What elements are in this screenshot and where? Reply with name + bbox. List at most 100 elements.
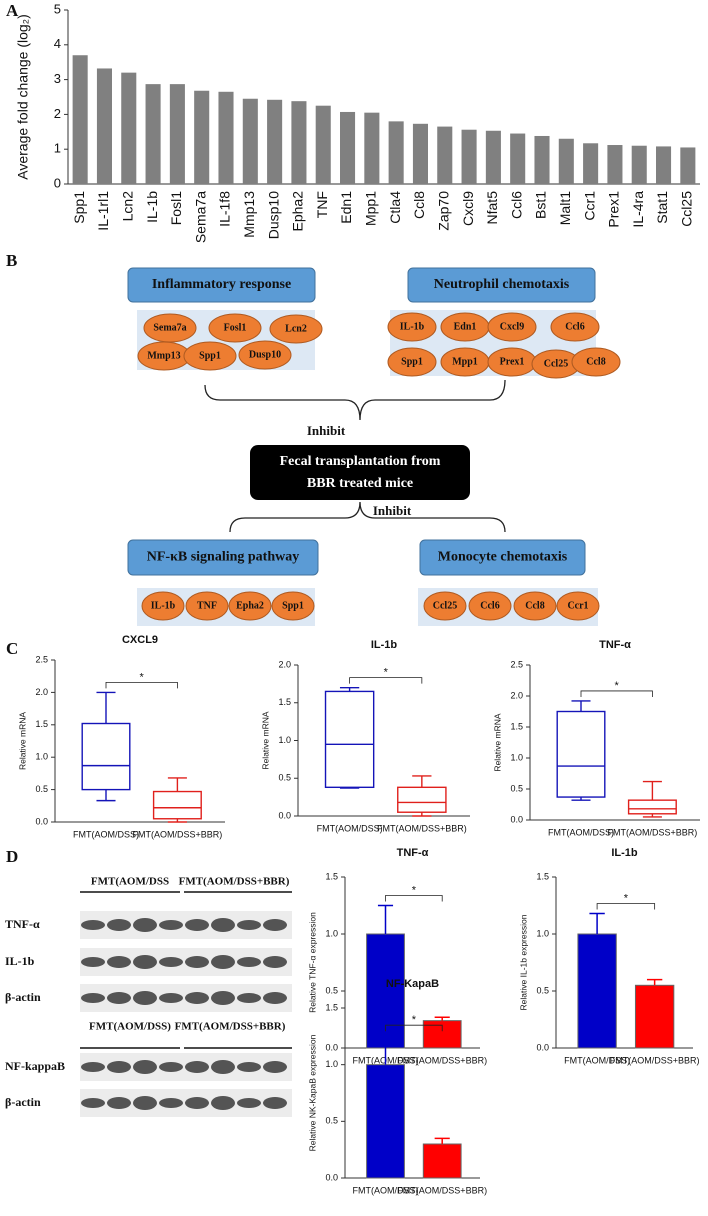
x-tick-label: FMT(AOM/DSS)	[353, 1185, 419, 1195]
gene-label: Ccl8	[525, 600, 544, 611]
panel-label: C	[6, 639, 18, 658]
blot-band	[237, 920, 261, 930]
blot-band	[159, 1062, 183, 1072]
gene-label: Spp1	[401, 356, 423, 367]
blot-band	[107, 1061, 131, 1073]
brace	[229, 501, 506, 533]
y-tick-label: 1.5	[35, 719, 48, 729]
panel-label: A	[6, 1, 19, 20]
y-tick-label: 1.0	[510, 752, 523, 762]
blot-row-label: β-actin	[5, 990, 41, 1004]
gene-label: Mmp13	[147, 350, 180, 361]
blot-band	[133, 1096, 157, 1110]
gene-node	[141, 591, 185, 621]
x-tick-label: IL-1f8	[217, 191, 233, 227]
y-tick-label: 1.5	[325, 1002, 338, 1012]
blot-band	[133, 991, 157, 1005]
blot-band	[185, 992, 209, 1004]
x-tick-label: Sema7a	[192, 191, 208, 243]
gene-label: Ccl6	[480, 600, 499, 611]
bar	[315, 105, 331, 184]
blot-band	[81, 920, 105, 930]
blot-band	[211, 991, 235, 1005]
blot-band	[185, 956, 209, 968]
bar	[412, 123, 428, 184]
y-tick-label: 5	[54, 1, 61, 16]
blot-band	[107, 919, 131, 931]
y-tick-label: 0.0	[325, 1172, 338, 1182]
blot-band	[133, 918, 157, 932]
error-bar	[377, 904, 394, 934]
gene-label: IL-1b	[151, 600, 176, 611]
blot-band	[211, 1096, 235, 1110]
significance-label: *	[140, 671, 145, 683]
y-tick-label: 2.0	[510, 690, 523, 700]
y-tick-label: 1.0	[325, 928, 338, 938]
y-axis-label: Relative mRNA	[492, 713, 502, 771]
bar	[194, 90, 210, 184]
bar	[169, 84, 185, 184]
y-axis-label: Average fold change (log₂)	[15, 14, 31, 180]
x-tick-label: Prex1	[606, 191, 622, 228]
inhibit-label: Inhibit	[307, 423, 346, 438]
blot-band	[81, 1098, 105, 1108]
x-tick-label: Zap70	[435, 191, 451, 231]
gene-label: Ccl8	[586, 356, 605, 367]
inhibit-label: Inhibit	[373, 503, 412, 518]
gene-node	[228, 591, 272, 621]
blot-header: FMT(AOM/DSS	[91, 876, 169, 888]
error-bar	[434, 1137, 450, 1144]
y-tick-label: 4	[54, 36, 61, 51]
gene-label: Dusp10	[249, 349, 281, 360]
x-tick-label: FMT(AOM/DSS+BBR)	[608, 827, 698, 837]
gene-node	[185, 591, 229, 621]
blot-header: FMT(AOM/DSS+BBR)	[175, 1021, 286, 1033]
x-tick-label: Epha2	[290, 191, 306, 232]
blot-band	[263, 956, 287, 968]
y-tick-label: 0.5	[510, 783, 523, 793]
x-tick-label: IL-1rl1	[95, 191, 111, 231]
significance-label: *	[615, 680, 620, 692]
x-tick-label: Fosl1	[168, 191, 184, 225]
x-tick-label: Ctla4	[387, 191, 403, 224]
x-tick-label: FMT(AOM/DSS+BBR)	[397, 1185, 487, 1195]
chart-title: IL-1b	[611, 847, 638, 859]
y-tick-label: 0	[54, 175, 61, 190]
x-tick-label: Ccr1	[581, 191, 597, 221]
chart-title: CXCL9	[122, 634, 158, 646]
y-tick-label: 1.5	[325, 871, 338, 881]
blot-band	[237, 957, 261, 967]
bar	[534, 135, 550, 184]
gene-label: TNF	[197, 600, 217, 611]
bar	[291, 101, 307, 184]
x-tick-label: IL-1b	[144, 191, 160, 223]
gene-node	[387, 312, 437, 342]
x-tick-label: FMT(AOM/DSS)	[548, 827, 614, 837]
significance-bracket	[105, 682, 178, 689]
gene-label: Ccl25	[433, 600, 457, 611]
significance-bracket	[349, 677, 423, 684]
blot-band	[81, 957, 105, 967]
bar	[680, 147, 696, 184]
box	[152, 790, 202, 820]
gene-node	[550, 312, 600, 342]
y-axis-label: Relative mRNA	[260, 711, 270, 769]
bar	[242, 98, 258, 184]
blot-band	[263, 919, 287, 931]
x-tick-label: FMT(AOM/DSS)	[73, 829, 139, 839]
x-tick-label: Ccl25	[679, 191, 695, 227]
x-tick-label: TNF	[314, 191, 330, 218]
x-tick-label: Mpp1	[363, 191, 379, 226]
chart-title: NF-KapaB	[386, 978, 439, 990]
y-tick-label: 1	[54, 141, 61, 156]
blot-band	[211, 955, 235, 969]
significance-bracket	[385, 895, 443, 902]
gene-node	[238, 340, 292, 370]
x-tick-label: FMT(AOM/DSS)	[564, 1055, 630, 1065]
bar	[72, 55, 88, 184]
error-bar	[434, 1016, 450, 1021]
blot-band	[159, 920, 183, 930]
y-tick-label: 2.5	[35, 654, 48, 664]
gene-label: Fosl1	[224, 322, 247, 333]
group-header	[419, 539, 586, 576]
